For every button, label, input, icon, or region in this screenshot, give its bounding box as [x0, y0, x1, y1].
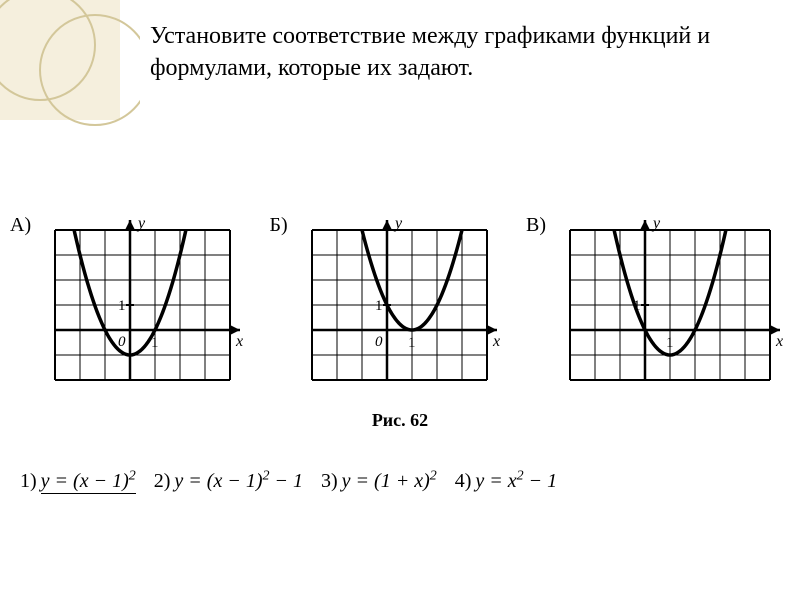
formula-item: 2)y = (x − 1)2 − 1: [154, 470, 303, 493]
svg-text:x: x: [492, 333, 500, 350]
svg-text:y: y: [651, 215, 661, 232]
decorative-corner: [0, 0, 140, 180]
svg-text:0: 0: [118, 334, 126, 350]
svg-text:0: 0: [375, 334, 383, 350]
formula-number: 4): [455, 470, 472, 492]
formula-number: 1): [20, 470, 37, 492]
graph-a: yx011: [35, 210, 250, 400]
formula-number: 2): [154, 470, 171, 492]
svg-text:x: x: [235, 333, 243, 350]
formula-item: 4)y = x2 − 1: [455, 470, 557, 493]
graph-label: В): [526, 214, 546, 237]
formula-item: 1)y = (x − 1)2: [20, 470, 136, 493]
graph-label: А): [10, 214, 31, 237]
svg-text:y: y: [393, 215, 403, 232]
svg-text:y: y: [136, 215, 146, 232]
svg-text:x: x: [775, 333, 783, 350]
graph-b: y x 0 1 1: [292, 210, 507, 400]
graph-block: А)yx011: [10, 210, 250, 400]
formula-body: y = x2 − 1: [475, 470, 557, 492]
formula-item: 3)y = (1 + x)2: [321, 470, 437, 493]
graph-v: yx11: [550, 210, 790, 400]
graphs-row: А)yx011Б)yx011В)yx11: [10, 210, 790, 400]
svg-text:1: 1: [118, 298, 126, 314]
svg-text:1: 1: [375, 298, 383, 314]
graph-block: Б) y x 0 1 1: [269, 210, 506, 400]
formula-body: y = (1 + x)2: [342, 470, 437, 492]
formula-number: 3): [321, 470, 338, 492]
figure-caption: Рис. 62: [0, 410, 800, 431]
task-text: Установите соответствие между графиками …: [150, 20, 730, 85]
svg-text:1: 1: [666, 335, 674, 351]
deco-svg: [0, 0, 140, 180]
formulas-row: 1)y = (x − 1)2 2)y = (x − 1)2 − 1 3)y = (1…: [20, 470, 780, 493]
graph-label: Б): [269, 214, 287, 237]
graph-block: В)yx11: [526, 210, 790, 400]
formula-body: y = (x − 1)2 − 1: [174, 470, 303, 492]
svg-text:1: 1: [408, 335, 416, 351]
formula-body: y = (x − 1)2: [41, 470, 136, 494]
